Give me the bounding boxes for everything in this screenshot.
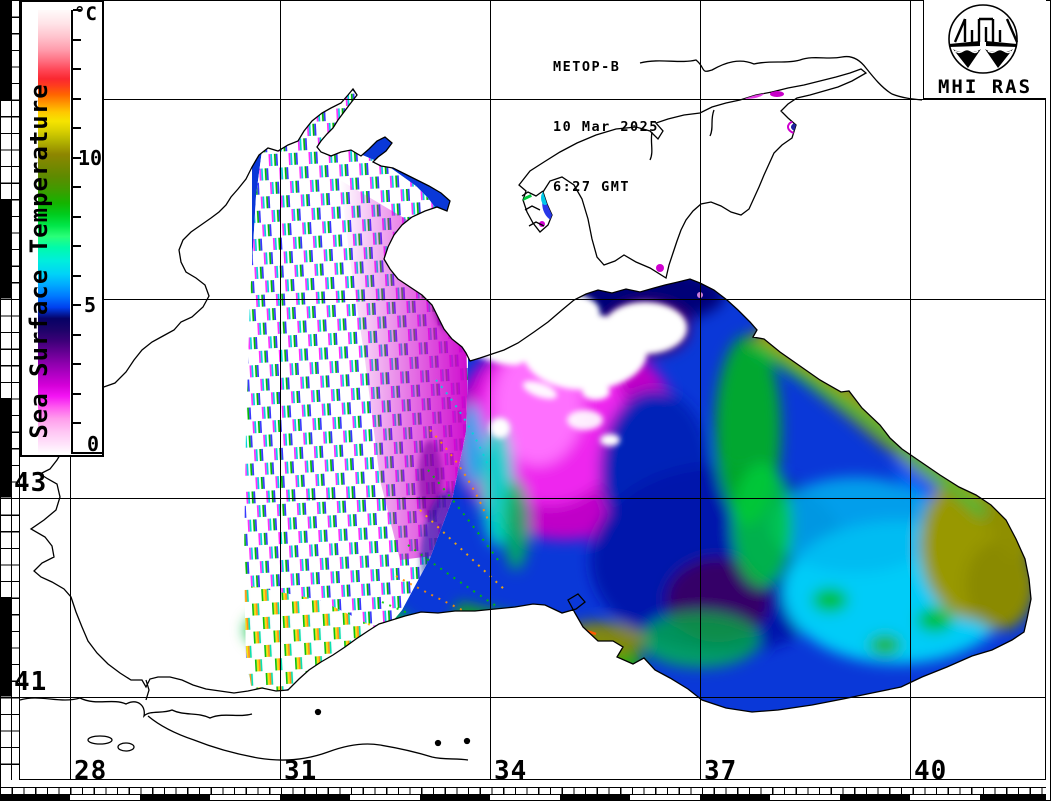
colorbar-minor-tick [73,9,81,11]
lon-label-34: 34 [494,756,528,786]
header-block: METOP-B 10 Mar 2025 6:27 GMT [553,17,659,237]
colorbar-unit: °C [74,3,97,25]
colorbar-ticks [73,2,81,459]
bosphorus-strait [145,679,150,701]
left-border-blocks [1,0,12,780]
colorbar-minor-tick [73,452,81,454]
colorbar-panel: °C 10 5 0 Sea Surface Temperature [20,0,104,457]
colorbar-minor-tick [73,156,81,159]
lon-label-28: 28 [74,756,108,786]
colorbar-minor-tick [73,363,81,366]
colorbar-tick-label-5: 5 [84,293,97,317]
coastlines [19,55,1032,761]
sst-field [31,89,1031,712]
acquisition-date: 10 Mar 2025 [553,119,659,135]
colorbar-title-box: Sea Surface Temperature [22,66,56,456]
colorbar-minor-tick [73,304,81,307]
colorbar-minor-tick [73,97,81,100]
sivash-squiggles [521,190,545,227]
colorbar-minor-tick [73,333,81,336]
colorbar-minor-tick [73,215,81,218]
lon-label-37: 37 [704,756,738,786]
azov-north-spits [649,109,715,161]
lon-label-31: 31 [284,756,318,786]
logo-caption: MHI RAS [937,76,1033,98]
colorbar-minor-tick [73,245,81,248]
colorbar-minor-tick [73,186,81,189]
colorbar-minor-tick [73,127,81,130]
colorbar-gradient [38,10,70,454]
mhi-ras-emblem-icon [948,4,1019,74]
colorbar-axis-base [71,452,102,454]
colorbar-tick-label-0: 0 [87,432,100,456]
lon-label-40: 40 [914,756,948,786]
marmara-south-shore [147,715,469,761]
satellite-name: METOP-B [553,59,621,75]
colorbar-minor-tick [73,274,81,277]
acquisition-time: 6:27 GMT [553,179,631,195]
marmara-north-shore [19,697,253,719]
colorbar-tick-label-10: 10 [78,146,103,170]
colorbar-minor-tick [73,422,81,425]
colorbar-minor-tick [73,68,81,71]
taganrog-north-shore [639,55,923,101]
mhi-ras-logo-box: MHI RAS [923,0,1046,99]
colorbar-title: Sea Surface Temperature [25,83,53,439]
colorbar-minor-tick [73,38,81,41]
marmara-island [87,735,113,745]
marmara-island [117,742,135,752]
bottom-border-ticks [0,787,1046,794]
colorbar-minor-tick [73,392,81,395]
lat-label-41: 41 [14,667,48,697]
colorbar-axis [71,10,73,454]
lat-label-43: 43 [14,468,48,498]
bottom-border-blocks [0,794,1046,801]
